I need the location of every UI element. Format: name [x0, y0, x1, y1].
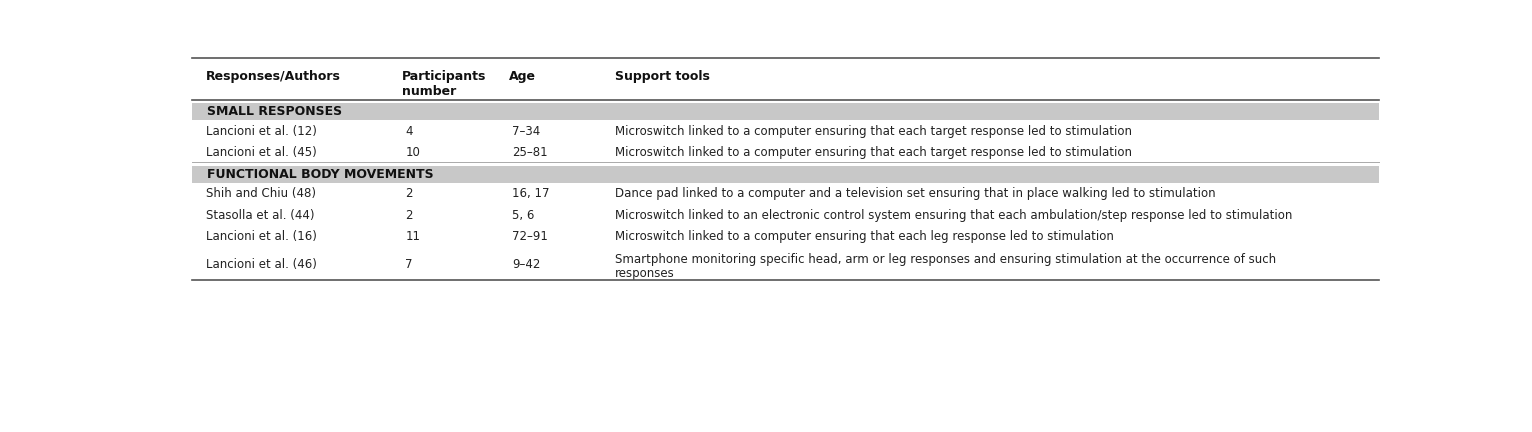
- Bar: [192, 142, 1379, 163]
- Text: 2: 2: [404, 187, 412, 200]
- Text: Lancioni et al. (16): Lancioni et al. (16): [205, 230, 317, 243]
- Text: SMALL RESPONSES: SMALL RESPONSES: [207, 105, 342, 118]
- Text: Shih and Chiu (48): Shih and Chiu (48): [205, 187, 316, 200]
- Text: Responses/Authors: Responses/Authors: [205, 70, 340, 83]
- Bar: [192, 226, 1379, 248]
- Text: 25–81: 25–81: [512, 146, 548, 159]
- Text: Smartphone monitoring specific head, arm or leg responses and ensuring stimulati: Smartphone monitoring specific head, arm…: [616, 253, 1276, 266]
- Text: Lancioni et al. (45): Lancioni et al. (45): [205, 146, 317, 159]
- Text: Lancioni et al. (46): Lancioni et al. (46): [205, 258, 317, 271]
- Text: Support tools: Support tools: [616, 70, 711, 83]
- Text: 11: 11: [404, 230, 420, 243]
- Text: 9–42: 9–42: [512, 258, 541, 271]
- Text: Microswitch linked to a computer ensuring that each leg response led to stimulat: Microswitch linked to a computer ensurin…: [616, 230, 1114, 243]
- Bar: [192, 204, 1379, 226]
- Text: 5, 6: 5, 6: [512, 209, 535, 222]
- Text: responses: responses: [616, 267, 676, 280]
- Bar: [192, 248, 1379, 281]
- Text: number: number: [401, 85, 457, 98]
- Text: Age: Age: [509, 70, 536, 83]
- Text: Dance pad linked to a computer and a television set ensuring that in place walki: Dance pad linked to a computer and a tel…: [616, 187, 1216, 200]
- Text: Microswitch linked to a computer ensuring that each target response led to stimu: Microswitch linked to a computer ensurin…: [616, 125, 1132, 138]
- Text: Stasolla et al. (44): Stasolla et al. (44): [205, 209, 314, 222]
- Text: 2: 2: [404, 209, 412, 222]
- Text: 7: 7: [404, 258, 412, 271]
- Text: 7–34: 7–34: [512, 125, 541, 138]
- Text: FUNCTIONAL BODY MOVEMENTS: FUNCTIONAL BODY MOVEMENTS: [207, 168, 434, 181]
- Bar: [192, 57, 1379, 101]
- Text: 16, 17: 16, 17: [512, 187, 550, 200]
- Text: Microswitch linked to an electronic control system ensuring that each ambulation: Microswitch linked to an electronic cont…: [616, 209, 1293, 222]
- Bar: [192, 166, 1379, 183]
- Text: Microswitch linked to a computer ensuring that each target response led to stimu: Microswitch linked to a computer ensurin…: [616, 146, 1132, 159]
- Text: Participants: Participants: [401, 70, 486, 83]
- Text: Lancioni et al. (12): Lancioni et al. (12): [205, 125, 317, 138]
- Bar: [192, 103, 1379, 121]
- Text: 4: 4: [404, 125, 412, 138]
- Bar: [192, 183, 1379, 204]
- Text: 72–91: 72–91: [512, 230, 548, 243]
- Bar: [192, 121, 1379, 142]
- Text: 10: 10: [404, 146, 420, 159]
